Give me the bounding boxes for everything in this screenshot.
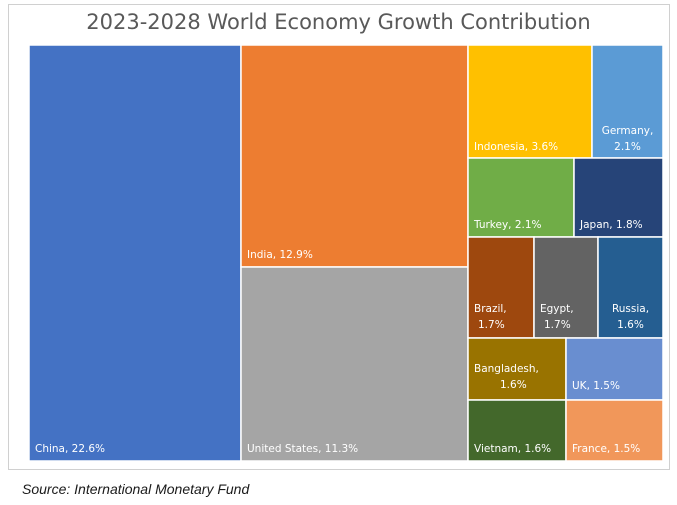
treemap-cell-france: [565, 399, 664, 462]
treemap-cell-bangladesh: [467, 337, 567, 401]
treemap-cell-egypt: [533, 236, 599, 339]
treemap-label-united-states: United States, 11.3%: [247, 443, 358, 455]
treemap-cell-russia: [597, 236, 664, 339]
treemap-cell-japan: [573, 157, 664, 238]
treemap-cell-germany: [591, 44, 664, 159]
treemap-label-india: India, 12.9%: [247, 249, 313, 261]
treemap-label-russia: Russia, 1.6%: [612, 303, 649, 331]
treemap-cell-china: [28, 44, 242, 462]
treemap-label-indonesia: Indonesia, 3.6%: [474, 141, 558, 153]
treemap-label-egypt: Egypt, 1.7%: [540, 303, 574, 331]
treemap-plot: China, 22.6% India, 12.9% United States, 1…: [28, 44, 664, 462]
treemap-label-china: China, 22.6%: [35, 443, 105, 455]
source-note: Source: International Monetary Fund: [22, 481, 250, 497]
treemap-label-france: France, 1.5%: [572, 443, 640, 455]
treemap-cell-uk: [565, 337, 664, 401]
treemap-cell-indonesia: [467, 44, 593, 159]
treemap-cell-india: [240, 44, 469, 268]
treemap-label-japan: Japan, 1.8%: [579, 219, 643, 231]
chart-title: 2023-2028 World Economy Growth Contribut…: [86, 10, 591, 34]
treemap-cell-vietnam: [467, 399, 567, 462]
treemap-label-bangladesh: Bangladesh, 1.6%: [474, 363, 539, 391]
treemap-label-vietnam: Vietnam, 1.6%: [474, 443, 551, 455]
treemap-cell-united-states: [240, 266, 469, 462]
treemap-label-brazil: Brazil, 1.7%: [474, 303, 507, 331]
treemap-label-uk: UK, 1.5%: [572, 380, 620, 392]
treemap-label-turkey: Turkey, 2.1%: [473, 219, 542, 231]
treemap-cell-brazil: [467, 236, 535, 339]
treemap-label-germany: Germany, 2.1%: [602, 125, 654, 153]
